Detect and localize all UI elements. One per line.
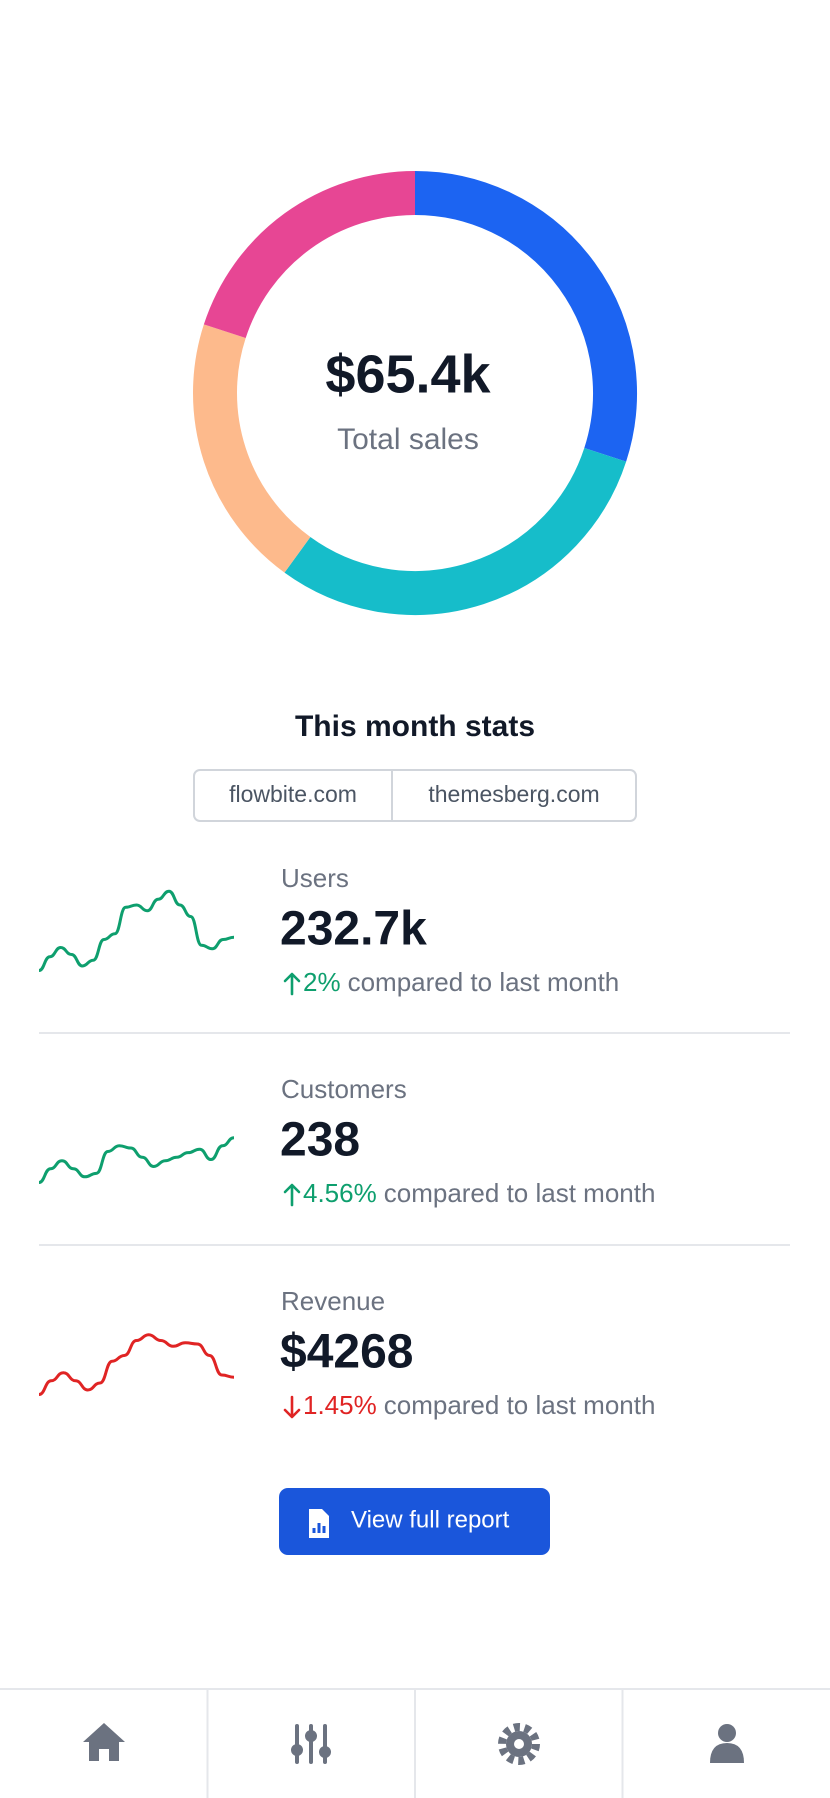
stat-label: Revenue [281,1286,385,1316]
tab-group [193,769,637,822]
profile-icon[interactable] [710,1724,744,1763]
report-button[interactable]: View full report [279,1488,550,1555]
donut-segment [414,171,637,462]
home-icon[interactable] [83,1723,125,1761]
donut-center-label: Total sales [337,423,479,456]
donut-segment [193,324,311,573]
button-label[interactable]: View full report [351,1506,510,1533]
sparkline [38,1333,235,1397]
sparkline [38,889,235,973]
bottom-nav [0,1688,830,1798]
stat-change: 4.56% [303,1178,377,1208]
trend-arrow [283,1395,301,1419]
stat-change-line: 1.45% compared to last month [303,1390,655,1420]
stat-label: Users [281,863,349,893]
stat-value: $4268 [280,1326,413,1379]
stat-change: 2% [303,967,341,997]
button-icon-bars [312,1523,326,1533]
donut-center-value: $65.4k [325,344,491,404]
settings-icon[interactable] [498,1723,540,1765]
sparkline [38,1136,235,1185]
stat-change: 1.45% [303,1390,377,1420]
stat-comparison: compared to last month [348,967,620,997]
stat-value: 238 [280,1114,360,1167]
stat-comparison: compared to last month [384,1178,656,1208]
button-bg[interactable] [279,1488,550,1555]
stat-comparison: compared to last month [384,1390,656,1420]
stat-change-line: 4.56% compared to last month [303,1178,655,1208]
section-title: This month stats [295,710,535,743]
tab[interactable]: flowbite.com [229,781,357,807]
stat-change-line: 2% compared to last month [303,967,619,997]
trend-arrow [283,1183,301,1207]
stat-label: Customers [281,1074,407,1104]
trend-arrow [283,972,301,996]
stat-value: 232.7k [280,903,427,956]
sliders-icon[interactable] [291,1724,331,1764]
donut-segment [203,171,416,339]
tab[interactable]: themesberg.com [428,781,599,807]
donut-segment [284,447,627,615]
